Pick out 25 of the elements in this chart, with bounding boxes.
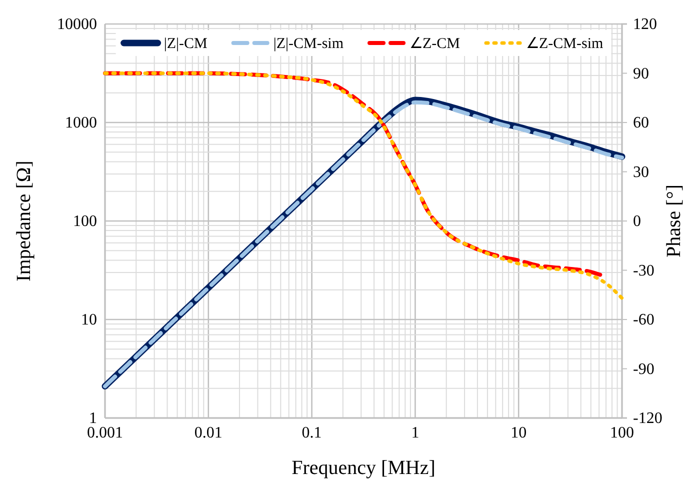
y2-tick-label: 30 [633, 164, 649, 181]
y2-tick-label: -90 [633, 360, 654, 378]
x-tick-label: 100 [610, 424, 634, 442]
y-tick-label: 1000 [65, 114, 97, 132]
x-tick-label: 10 [510, 424, 527, 442]
y2-tick-label: -30 [633, 262, 654, 280]
y-tick-label: 100 [73, 213, 97, 230]
legend-label: ∠Z-CM-sim [526, 36, 604, 52]
legend-label: |Z|-CM [164, 36, 208, 52]
x-tick-label: 0.01 [194, 424, 222, 442]
y-axis-title: Impedance [Ω] [13, 160, 35, 282]
x-axis-title: Frequency [MHz] [292, 457, 436, 479]
y2-axis-title: Phase [°] [663, 184, 685, 258]
y-tick-label: 10000 [57, 16, 97, 34]
y-tick-label: 10 [81, 312, 97, 329]
y2-tick-label: -60 [633, 312, 654, 329]
y2-tick-label: 120 [633, 16, 657, 34]
y2-tick-label: -120 [633, 410, 662, 428]
y2-tick-label: 60 [633, 114, 649, 132]
y2-tick-label: 90 [633, 65, 649, 82]
legend-label: |Z|-CM-sim [273, 36, 344, 52]
x-tick-label: 1 [411, 424, 420, 442]
x-tick-label: 0.1 [302, 424, 322, 442]
y2-tick-label: 0 [633, 213, 641, 230]
legend-label: ∠Z-CM [410, 36, 460, 52]
